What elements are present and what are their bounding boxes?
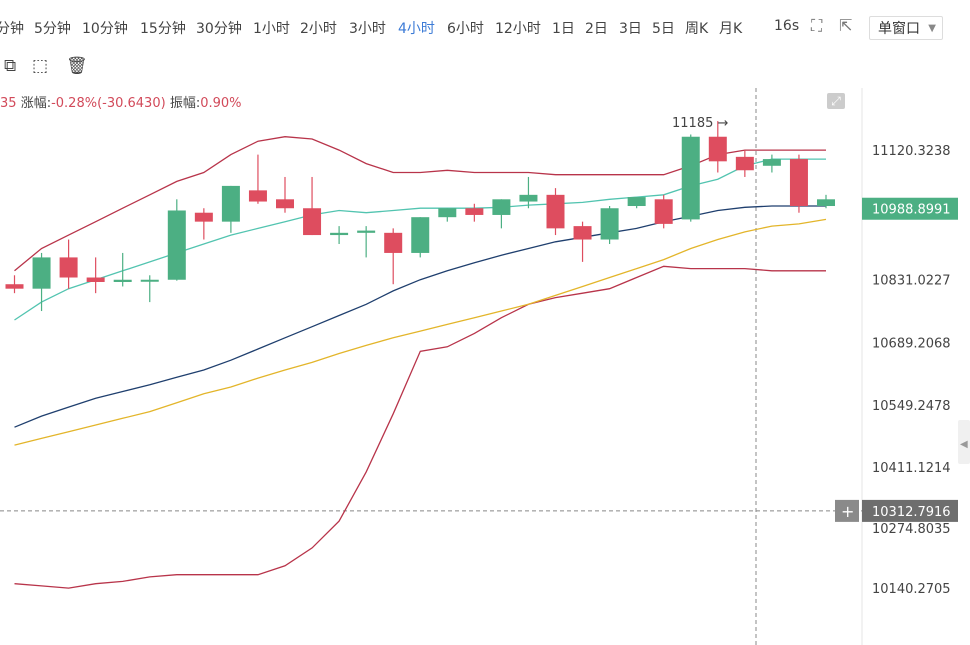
timeframe-toolbar: 分钟 5分钟 10分钟 15分钟 30分钟 1小时 2小时 3小时 4小时 6小时 12小时 1日 2日…	[0, 0, 970, 52]
price-tick-label: 10549.2478	[872, 399, 951, 414]
candle-body	[465, 208, 484, 215]
chevron-down-icon: ▼	[928, 23, 936, 34]
copy-icon[interactable]: ⧉	[4, 56, 17, 76]
screenshot-icon[interactable]: ⬚	[32, 56, 49, 76]
candle-body	[627, 197, 646, 207]
candle-body	[519, 194, 538, 202]
price-tick-label: 11120.3238	[872, 144, 951, 159]
candle-body	[32, 257, 51, 289]
timeframe-tab[interactable]: 15分钟	[140, 21, 186, 37]
candle-body	[113, 279, 132, 282]
current-price-label: 10988.8991	[872, 203, 951, 218]
high-price-marker: 11185 →	[672, 116, 728, 131]
change-label: 涨幅:	[20, 96, 52, 111]
timeframe-tab[interactable]: 1小时	[253, 21, 290, 37]
timeframe-tab[interactable]: 5分钟	[34, 21, 71, 37]
candle-body	[5, 284, 24, 289]
timeframe-tab[interactable]: 月K	[719, 21, 743, 37]
side-panel-handle	[958, 420, 970, 464]
candle-body	[357, 230, 376, 233]
candle-body	[654, 199, 673, 224]
timeframe-tab[interactable]: 5日	[652, 21, 675, 37]
candle-body	[194, 212, 213, 222]
popout-icon[interactable]: ⇱	[839, 16, 853, 35]
timeframe-tab[interactable]: 3日	[619, 21, 642, 37]
expand-icon[interactable]: ⤢	[827, 93, 845, 109]
fullscreen-icon[interactable]: ⛶	[811, 16, 823, 35]
candle-body	[681, 136, 700, 220]
candle-body	[411, 217, 430, 253]
plus-icon: +	[841, 502, 854, 521]
trash-icon[interactable]: 🗑	[66, 56, 88, 76]
candle-body	[817, 199, 835, 207]
timeframe-tab[interactable]: 周K	[685, 21, 709, 37]
candle-body	[221, 185, 240, 222]
crosshair-price-label: 10312.7916	[872, 505, 951, 520]
ohlc-info-bar: 35 涨幅:-0.28%(-30.6430) 振幅:0.90%	[0, 92, 242, 111]
timeframe-tab[interactable]: 12小时	[495, 21, 541, 37]
amplitude-value: 0.90%	[200, 96, 242, 111]
price-tick-label: 10831.0227	[872, 273, 951, 288]
timeframe-tab[interactable]: 6小时	[447, 21, 484, 37]
price-fragment: 35	[0, 96, 17, 111]
window-mode-select[interactable]: 单窗口 ▼	[869, 16, 943, 40]
timeframe-tab[interactable]: 分钟	[0, 21, 24, 37]
current-price-tag	[862, 197, 958, 220]
timeframe-tab[interactable]: 3小时	[349, 21, 386, 37]
candle-body	[384, 232, 403, 253]
change-value: -0.28%(-30.6430)	[51, 96, 166, 111]
timeframe-tab[interactable]: 1日	[552, 21, 575, 37]
candle-body	[600, 208, 619, 240]
crosshair-add-button	[835, 499, 859, 522]
price-tick-label: 10411.1214	[872, 461, 951, 476]
chevron-left-icon: ◀	[960, 439, 968, 450]
candle-body	[546, 194, 565, 229]
candle-body	[59, 257, 78, 278]
price-tick-label: 10140.2705	[872, 582, 951, 597]
candle-body	[86, 277, 105, 282]
candle-body	[303, 208, 322, 236]
candle-body	[492, 199, 511, 215]
price-tick-label: 10274.8035	[872, 522, 951, 537]
timeframe-tab[interactable]: 30分钟	[196, 21, 242, 37]
candle-body	[140, 279, 159, 282]
candle-body	[573, 226, 592, 240]
timeframe-tab[interactable]: 4小时	[398, 21, 435, 37]
candle-body	[330, 232, 349, 236]
candle-body	[735, 156, 754, 171]
timeframe-tab[interactable]: 10分钟	[82, 21, 128, 37]
candle-body	[248, 190, 267, 202]
crosshair-price-tag	[862, 499, 958, 522]
refresh-interval[interactable]: 16s	[774, 18, 800, 34]
price-tick-label: 10689.2068	[872, 337, 951, 352]
candle-body	[167, 210, 186, 280]
boll-lower-line	[14, 265, 826, 589]
candle-body	[708, 136, 727, 162]
timeframe-tab[interactable]: 2日	[585, 21, 608, 37]
candle-body	[276, 199, 294, 209]
window-mode-label: 单窗口	[878, 21, 920, 37]
candle-body	[762, 159, 781, 166]
candle-body	[438, 208, 457, 218]
timeframe-tab[interactable]: 2小时	[300, 21, 337, 37]
amplitude-label: 振幅:	[169, 96, 201, 111]
ma-yellow-line	[14, 218, 827, 446]
candle-body	[789, 159, 808, 207]
